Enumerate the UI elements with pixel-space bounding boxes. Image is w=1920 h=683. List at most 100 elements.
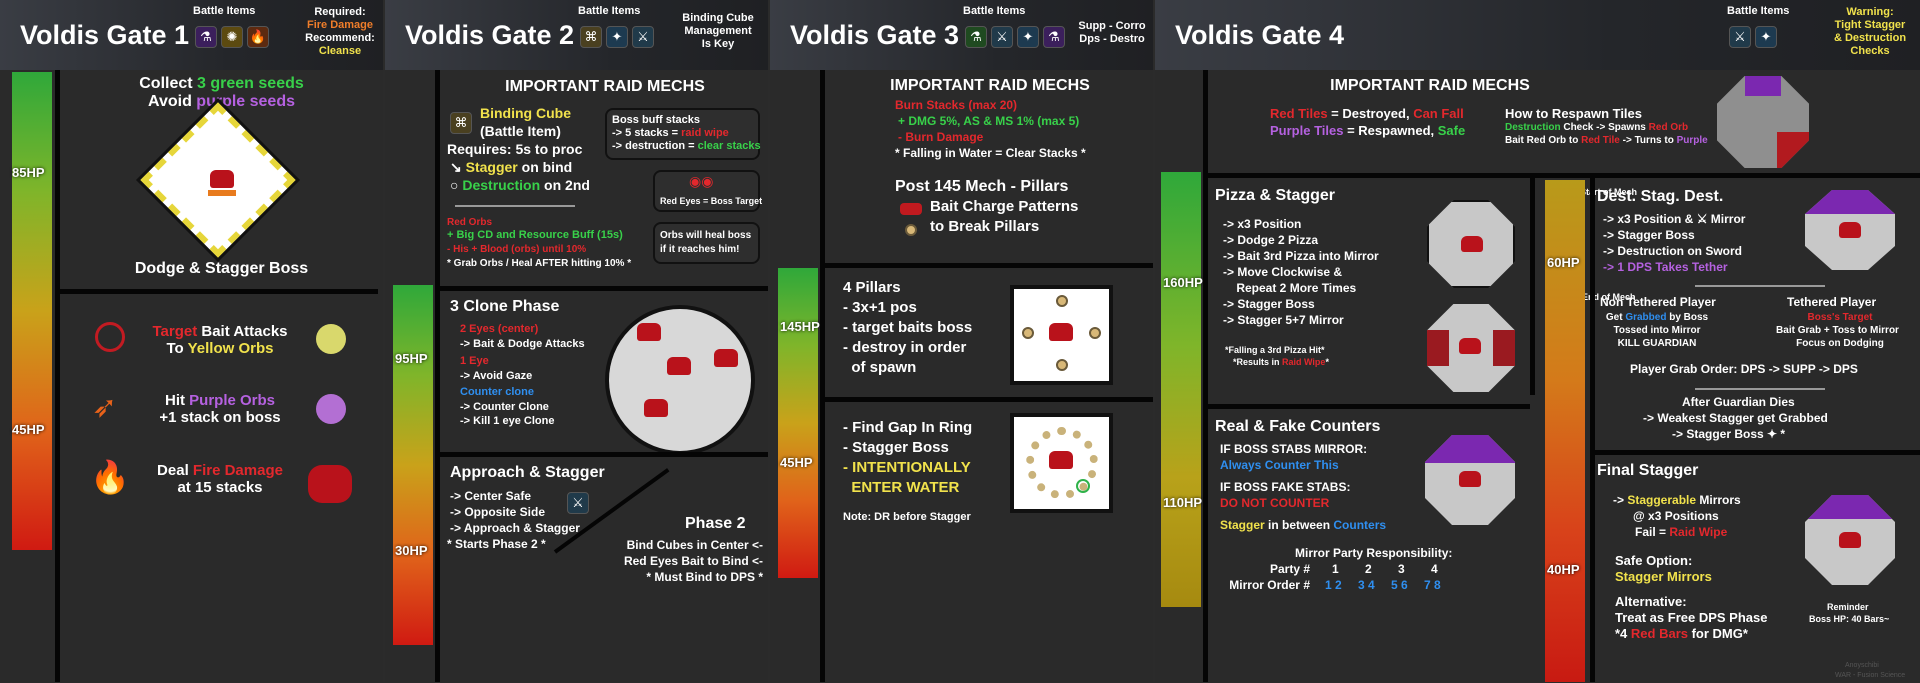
failing-pizza-text: *Falling a 3rd Pizza Hit*: [1225, 345, 1325, 355]
stagger-bind-text: ↘ Stagger on bind: [450, 159, 573, 175]
battle-items-label: Battle Items: [578, 5, 641, 17]
sword-icon: [208, 190, 236, 196]
red-eyes-icon: ◉◉: [689, 173, 714, 189]
grab-orbs-text: * Grab Orbs / Heal AFTER hitting 10% *: [447, 258, 632, 269]
hp-bar: [1161, 172, 1201, 607]
boss-icon: [1049, 323, 1073, 341]
break-pillars-text: to Break Pillars: [930, 218, 1040, 235]
battle-items-label: Battle Items: [193, 5, 256, 17]
orbs-heal-text: Orbs will heal boss: [660, 230, 752, 241]
warning-line: & Destruction: [1833, 32, 1907, 44]
divider: [1530, 175, 1535, 395]
target-bait-text: Target Bait Attacks: [152, 323, 288, 340]
start-of-mech-label: Start of Mech: [1580, 187, 1638, 197]
weakest-stagger-text: -> Weakest Stagger get Grabbed: [1643, 411, 1828, 425]
gate-2-title: Voldis Gate 2: [405, 20, 575, 50]
pizza-step: -> Dodge 2 Pizza: [1223, 233, 1319, 247]
his-blood-text: - His + Blood (orbs) until 10%: [447, 244, 587, 255]
boss-buff-text: Boss buff stacks: [612, 114, 701, 126]
positions-text: @ x3 Positions: [1633, 509, 1719, 523]
enter-water-text: - INTENTIONALLY: [843, 459, 971, 476]
boss-icon: [1049, 451, 1073, 469]
purple-potion-icon: ⚗: [195, 26, 217, 48]
bait-grab-text: Bait Grab + Toss to Mirror: [1776, 325, 1899, 336]
time-stop-icon: ⚔: [991, 26, 1013, 48]
raid-mechs-heading: IMPORTANT RAID MECHS: [890, 77, 1090, 94]
boss-hp-reminder: Boss HP: 40 Bars~: [1809, 614, 1890, 624]
reminder-label: Reminder: [1827, 602, 1869, 612]
orbs-heal-text: if it reaches him!: [660, 244, 740, 255]
boss-icon: [1459, 471, 1481, 487]
gap-step: - Stagger Boss: [843, 439, 949, 456]
arrow-attack-icon: ➶: [92, 391, 118, 424]
red-eyes-text: Red Eyes = Boss Target: [660, 196, 763, 206]
five-stacks-text: -> 5 stacks = raid wipe: [612, 127, 729, 139]
pillar-step: - target baits boss: [843, 319, 973, 336]
gate-4-title: Voldis Gate 4: [1175, 20, 1345, 50]
note-line: Dps - Destro: [1079, 33, 1145, 45]
pillar-ring: [1026, 427, 1098, 499]
hp-bar: [393, 285, 433, 645]
hp-bar: [12, 72, 52, 550]
raid-mechs-heading: IMPORTANT RAID MECHS: [505, 78, 705, 95]
gate-2-header: Voldis Gate 2 Battle Items ⌘ ✦ ⚔ Binding…: [385, 0, 768, 70]
hp-bar: [1545, 180, 1585, 682]
mirror-order-label: Mirror Order #: [1229, 578, 1310, 592]
mirror-order: 3 4: [1358, 578, 1375, 592]
pizza-step: -> x3 Position: [1223, 217, 1302, 231]
hp-marker: 95HP: [395, 351, 428, 366]
final-stagger-diagram: [1805, 495, 1895, 585]
binding-cube-icon: ⌘: [580, 26, 602, 48]
required-value: Fire Damage: [306, 19, 374, 31]
pizza-stagger-heading: Pizza & Stagger: [1215, 187, 1336, 204]
mirror-order: 5 6: [1391, 578, 1408, 592]
counter-clone-label: Counter clone: [460, 386, 534, 398]
purple-tile: [1805, 495, 1895, 519]
time-stop-icon: ⚔: [1729, 26, 1751, 48]
gate-3-header: Voldis Gate 3 Battle Items ⚗ ⚔ ✦ ⚗ Supp …: [770, 0, 1153, 70]
clone-phase-heading: 3 Clone Phase: [450, 298, 560, 315]
divider: [455, 205, 575, 207]
tethered-heading: Tethered Player: [1787, 295, 1877, 309]
two-eyes-text: 2 Eyes (center): [460, 323, 539, 335]
required-label: Required:: [314, 6, 366, 18]
always-counter-text: Always Counter This: [1220, 458, 1339, 472]
pizza-end-diagram: [1427, 304, 1515, 392]
post-145-heading: Post 145 Mech - Pillars: [895, 178, 1069, 195]
pillar-icon: [1089, 327, 1101, 339]
dsd-step: -> x3 Position & ⚔ Mirror: [1603, 212, 1746, 226]
bait-charge-text: Bait Charge Patterns: [930, 198, 1079, 215]
yellow-orbs-text: To Yellow Orbs: [166, 340, 274, 357]
orbs-heal-box: Orbs will heal boss if it reaches him!: [653, 222, 760, 264]
pillar-icon: [1022, 327, 1034, 339]
boss-icon: [714, 349, 738, 367]
pillar-icon: [905, 224, 917, 236]
charge-icon: [900, 203, 922, 215]
boss-icon: [644, 399, 668, 417]
big-cd-text: + Big CD and Resource Buff (15s): [447, 229, 623, 241]
crosshair-icon: [95, 322, 125, 352]
hp-marker: 85HP: [12, 165, 45, 180]
binding-cube-icon: ⌘: [450, 112, 472, 134]
falling-water-text: * Falling in Water = Clear Stacks *: [895, 146, 1086, 160]
pillar-step: 4 Pillars: [843, 279, 901, 296]
stagger-boss-text: -> Stagger Boss ✦ *: [1672, 427, 1786, 441]
red-tile: [1777, 132, 1809, 168]
hp-marker: 40HP: [1547, 562, 1580, 577]
divider: [1695, 285, 1825, 287]
pillars-diagram: [1010, 285, 1113, 385]
recommend-label: Recommend:: [305, 32, 375, 44]
starts-phase-text: * Starts Phase 2 *: [447, 537, 546, 551]
stagger-boss-step: -> Stagger Boss: [1223, 297, 1315, 311]
sleep-bomb-icon: ✦: [606, 26, 628, 48]
dodge-stagger-text: Dodge & Stagger Boss: [134, 260, 309, 277]
divider: [1207, 173, 1920, 178]
purple-tile: [1425, 435, 1515, 463]
mirror-order: 1 2: [1325, 578, 1342, 592]
staggerable-text: -> Staggerable Mirrors: [1613, 493, 1741, 507]
red-tile: [1493, 330, 1515, 366]
divider: [1203, 70, 1208, 682]
purple-tile: [1745, 76, 1781, 96]
purple-orb-icon: [316, 394, 346, 424]
hp-marker: 145HP: [780, 319, 820, 334]
